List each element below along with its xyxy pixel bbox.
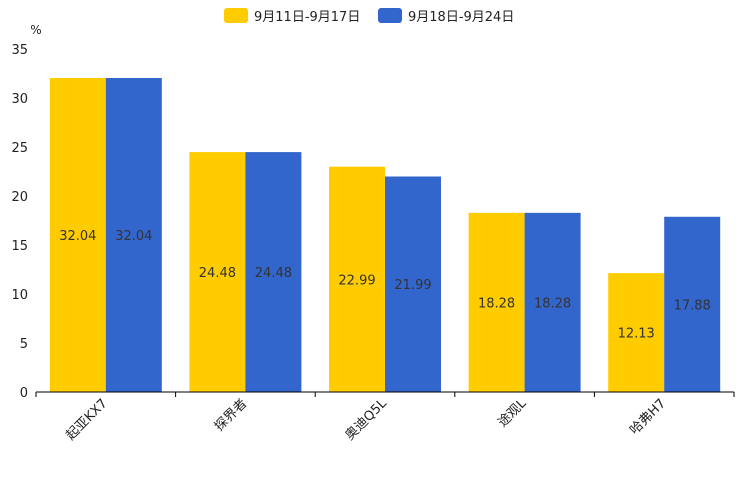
legend-swatch <box>224 8 248 23</box>
bar <box>468 212 525 392</box>
y-tick-label: 20 <box>11 190 28 205</box>
y-tick-label: 25 <box>11 141 28 156</box>
bar <box>664 216 721 392</box>
bar <box>329 166 385 392</box>
bar-value-label: 32.04 <box>115 229 152 244</box>
legend-swatch <box>378 8 402 23</box>
x-category-label: 探界者 <box>212 396 250 434</box>
bar-value-label: 12.13 <box>618 327 655 342</box>
category-labels: 起亚KX7 探界者 奥迪Q5L 途观L 哈弗H7 <box>63 395 669 443</box>
bar-value-label: 21.99 <box>394 278 431 293</box>
bar <box>385 176 441 392</box>
y-axis-unit: % <box>30 23 41 37</box>
legend: 9月11日-9月17日 9月18日-9月24日 <box>224 8 514 25</box>
bar-value-label: 24.48 <box>255 266 292 281</box>
y-tick-label: 5 <box>20 337 28 352</box>
legend-label: 9月11日-9月17日 <box>254 10 360 25</box>
y-tick-label: 30 <box>11 92 28 107</box>
x-category-label: 奥迪Q5L <box>343 396 391 444</box>
bars <box>49 78 721 393</box>
bar <box>245 152 302 392</box>
bar <box>105 78 162 393</box>
data-labels: 32.04 32.04 24.48 24.48 22.99 21.99 18.28 18.28… <box>59 229 711 342</box>
bar <box>608 273 665 392</box>
x-category-label: 起亚KX7 <box>63 396 110 443</box>
bar-value-label: 22.99 <box>338 273 375 288</box>
y-tick-label: 35 <box>11 43 28 58</box>
legend-label: 9月18日-9月24日 <box>408 10 514 25</box>
bar-value-label: 18.28 <box>534 296 571 311</box>
bar <box>49 78 106 393</box>
x-axis-ticks <box>35 392 735 397</box>
y-axis-ticks: 0 5 10 15 20 25 30 35 <box>11 43 28 401</box>
bar-value-label: 17.88 <box>674 298 711 313</box>
y-tick-label: 10 <box>11 288 28 303</box>
y-tick-label: 0 <box>20 386 28 401</box>
bar-value-label: 32.04 <box>59 229 96 244</box>
y-tick-label: 15 <box>11 239 28 254</box>
bar <box>524 212 581 392</box>
bar <box>189 152 246 392</box>
x-category-label: 途观L <box>495 395 530 430</box>
x-category-label: 哈弗H7 <box>627 396 669 438</box>
bar-value-label: 24.48 <box>199 266 236 281</box>
bar-value-label: 18.28 <box>478 296 515 311</box>
